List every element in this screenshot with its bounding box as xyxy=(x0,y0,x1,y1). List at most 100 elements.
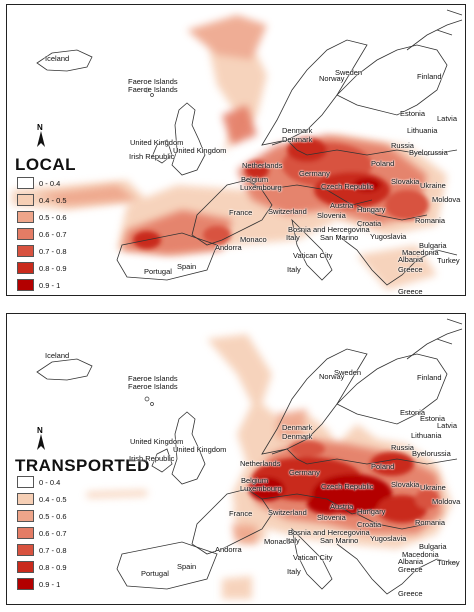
country-label: Sweden xyxy=(335,68,363,77)
legend-swatch xyxy=(17,177,34,189)
country-label: Romania xyxy=(415,518,446,527)
country-label: Austria xyxy=(330,201,354,210)
country-label: Greece xyxy=(398,589,423,598)
country-label: Spain xyxy=(177,562,197,571)
country-label: Faeroe Islands xyxy=(128,77,178,86)
country-label: Denmark xyxy=(282,423,313,432)
legend-swatch xyxy=(17,245,34,257)
country-label: Latvia xyxy=(437,421,458,430)
legend-row: 0.6 - 0.7 xyxy=(17,228,97,242)
country-label: Croatia xyxy=(357,520,382,529)
country-label: Poland xyxy=(371,462,395,471)
country-label: Italy xyxy=(287,265,301,274)
country-label: Byelorussia xyxy=(412,449,451,458)
legend-local: 0 - 0.4 0.4 - 0.5 0.5 - 0.6 0.6 - 0.7 0.… xyxy=(17,177,97,295)
legend-swatch xyxy=(17,510,34,522)
panel-title-transported: TRANSPORTED xyxy=(15,456,150,475)
country-label: Irish Republic xyxy=(129,152,175,161)
legend-swatch xyxy=(17,228,34,240)
country-label: Austria xyxy=(330,502,354,511)
legend-swatch xyxy=(17,527,34,539)
map-transported xyxy=(36,318,463,599)
country-label: Turkey xyxy=(437,558,460,567)
country-label: United Kingdom xyxy=(130,138,184,147)
country-label: Denmark xyxy=(282,432,313,441)
country-label: Italy xyxy=(287,567,301,576)
country-label: Greece xyxy=(398,265,423,274)
coastlines xyxy=(36,19,463,286)
country-label: Slovakia xyxy=(391,177,420,186)
legend-swatch xyxy=(17,194,34,206)
legend-swatch xyxy=(17,561,34,573)
coastlines xyxy=(36,328,463,595)
country-label: Irish Republic xyxy=(129,454,175,463)
country-label: Iceland xyxy=(45,54,70,63)
country-label: Latvia xyxy=(437,114,458,123)
legend-label: 0.6 - 0.7 xyxy=(39,529,67,538)
legend-swatch xyxy=(17,578,34,590)
legend-row: 0.5 - 0.6 xyxy=(17,510,97,524)
country-label: Luxembourg xyxy=(240,484,282,493)
country-label: Portugal xyxy=(141,569,169,578)
country-label: Estonia xyxy=(400,408,426,417)
north-arrow: N xyxy=(34,426,48,452)
country-label: Italy xyxy=(286,233,300,242)
country-label: United Kingdom xyxy=(130,437,184,446)
country-label: Slovakia xyxy=(391,480,420,489)
country-label: Italy xyxy=(286,536,300,545)
country-label: Belgium xyxy=(241,476,269,485)
country-label: Bulgaria xyxy=(419,241,447,250)
heat-layer-high xyxy=(249,441,439,523)
country-label: Finland xyxy=(417,72,442,81)
legend-row: 0 - 0.4 xyxy=(17,177,97,191)
country-label: Estonia xyxy=(420,414,446,423)
country-label: Czech Republic xyxy=(321,482,374,491)
country-label: Spain xyxy=(177,262,197,271)
legend-row: 0.9 - 1 xyxy=(17,578,97,592)
country-label: Denmark xyxy=(282,135,313,144)
country-label: Byelorussia xyxy=(409,148,448,157)
country-label: Faeroe Islands xyxy=(128,382,178,391)
country-label: Bosnia and Hercegovina xyxy=(288,225,370,234)
legend-label: 0.4 - 0.5 xyxy=(39,495,67,504)
country-label: France xyxy=(229,509,253,518)
legend-row: 0.9 - 1 xyxy=(17,279,97,293)
country-label: Hungary xyxy=(357,205,386,214)
islands xyxy=(144,9,463,97)
country-label: Germany xyxy=(289,468,320,477)
country-label: Albania xyxy=(398,255,424,264)
country-label: Turkey xyxy=(437,256,460,265)
country-label: Monaco xyxy=(240,235,267,244)
country-label: Faeroe Islands xyxy=(128,374,178,383)
legend-row: 0.6 - 0.7 xyxy=(17,527,97,541)
country-label: Lithuania xyxy=(411,431,442,440)
country-label: Yugoslavia xyxy=(370,232,407,241)
legend-label: 0.4 - 0.5 xyxy=(39,196,67,205)
legend-label: 0 - 0.4 xyxy=(39,478,61,487)
legend-label: 0.9 - 1 xyxy=(39,281,61,290)
country-label: Moldova xyxy=(432,497,461,506)
country-label: Ukraine xyxy=(420,483,446,492)
country-label: Estonia xyxy=(400,109,426,118)
country-label: Ukraine xyxy=(420,181,446,190)
country-label: Andorra xyxy=(215,545,242,554)
country-label: Bosnia and Hercegovina xyxy=(288,528,370,537)
legend-row: 0.5 - 0.6 xyxy=(17,211,97,225)
country-label: Vatican City xyxy=(293,553,333,562)
country-label: San Marino xyxy=(320,233,359,242)
legend-swatch xyxy=(17,211,34,223)
country-label: Hungary xyxy=(357,507,386,516)
country-label: Bulgaria xyxy=(419,542,447,551)
legend-label: 0.8 - 0.9 xyxy=(39,264,67,273)
country-label: Slovenia xyxy=(317,211,346,220)
legend-label: 0.8 - 0.9 xyxy=(39,563,67,572)
legend-swatch xyxy=(17,262,34,274)
country-label: Greece xyxy=(398,565,423,574)
country-label: Belgium xyxy=(241,175,269,184)
legend-label: 0.5 - 0.6 xyxy=(39,213,67,222)
country-label: Lithuania xyxy=(407,126,438,135)
country-label: Switzerland xyxy=(268,508,307,517)
north-arrow-icon xyxy=(37,131,45,147)
legend-swatch xyxy=(17,493,34,505)
country-label: Russia xyxy=(391,443,414,452)
